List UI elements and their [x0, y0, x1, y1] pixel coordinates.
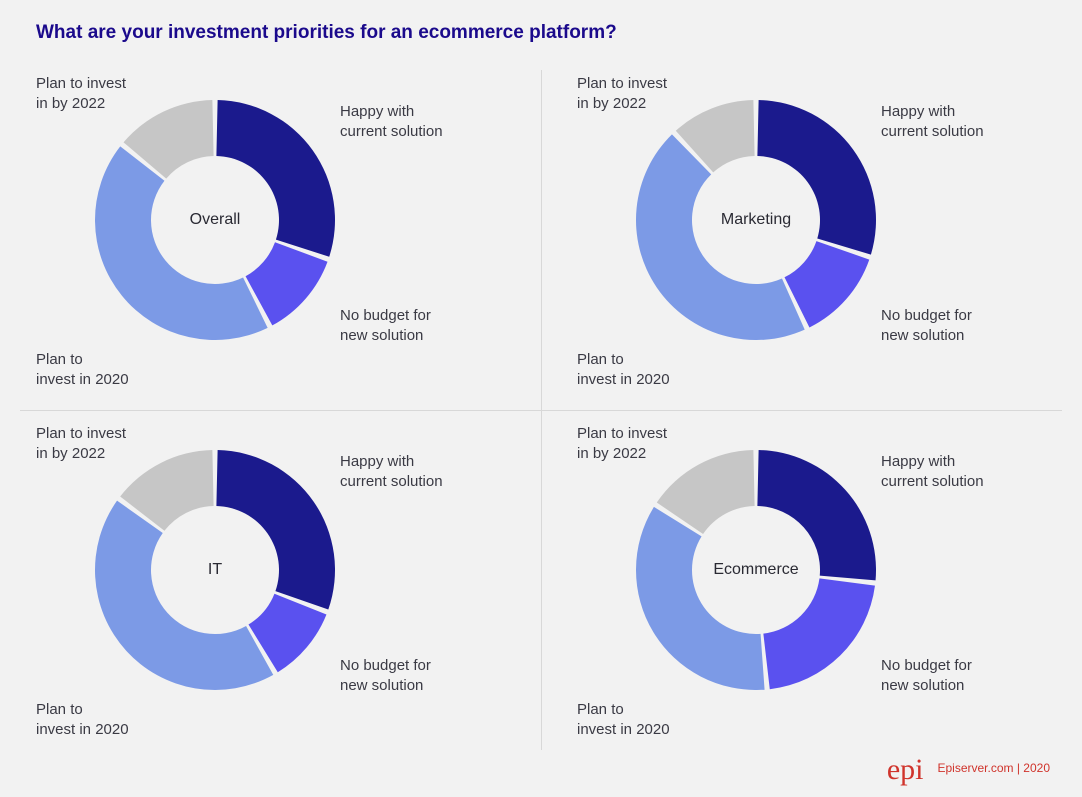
segment-label-plan2020: Plan toinvest in 2020	[577, 700, 717, 741]
segment-label-happy: Happy withcurrent solution	[881, 102, 1051, 143]
donut-segment-nobudget	[763, 578, 875, 689]
segment-label-happy: Happy withcurrent solution	[340, 452, 510, 493]
donut-segment-plan2020	[95, 146, 268, 340]
donut: IT	[95, 450, 335, 690]
segment-label-plan2020: Plan toinvest in 2020	[36, 350, 176, 391]
segment-label-happy: Happy withcurrent solution	[881, 452, 1051, 493]
donut-segment-happy	[757, 450, 876, 580]
source-year: 2020	[1023, 761, 1050, 775]
segment-label-nobudget: No budget fornew solution	[881, 656, 1051, 697]
segment-label-plan2020: Plan toinvest in 2020	[577, 350, 717, 391]
segment-label-happy: Happy withcurrent solution	[340, 102, 510, 143]
chart-panel: Happy withcurrent solution No budget forn…	[541, 410, 1082, 760]
donut: Ecommerce	[636, 450, 876, 690]
source-site: Episerver.com	[937, 761, 1013, 775]
page-title: What are your investment priorities for …	[36, 22, 617, 44]
chart-grid: Happy withcurrent solution No budget forn…	[0, 60, 1082, 760]
donut-segment-happy	[757, 100, 876, 255]
segment-label-plan2020: Plan toinvest in 2020	[36, 700, 176, 741]
logo: epi	[887, 755, 924, 785]
chart-panel: Happy withcurrent solution No budget forn…	[0, 60, 541, 410]
segment-label-nobudget: No budget fornew solution	[340, 306, 510, 347]
chart-panel: Happy withcurrent solution No budget forn…	[541, 60, 1082, 410]
source-sep: |	[1014, 761, 1024, 775]
segment-label-nobudget: No budget fornew solution	[340, 656, 510, 697]
donut-segment-happy	[216, 100, 335, 257]
chart-panel: Happy withcurrent solution No budget forn…	[0, 410, 541, 760]
footer: epi Episerver.com | 2020	[887, 753, 1050, 783]
donut: Marketing	[636, 100, 876, 340]
donut: Overall	[95, 100, 335, 340]
source-line: Episerver.com | 2020	[937, 761, 1050, 775]
donut-segment-plan2020	[95, 501, 273, 690]
donut-segment-plan2020	[636, 507, 765, 690]
donut-segment-happy	[216, 450, 335, 610]
segment-label-nobudget: No budget fornew solution	[881, 306, 1051, 347]
